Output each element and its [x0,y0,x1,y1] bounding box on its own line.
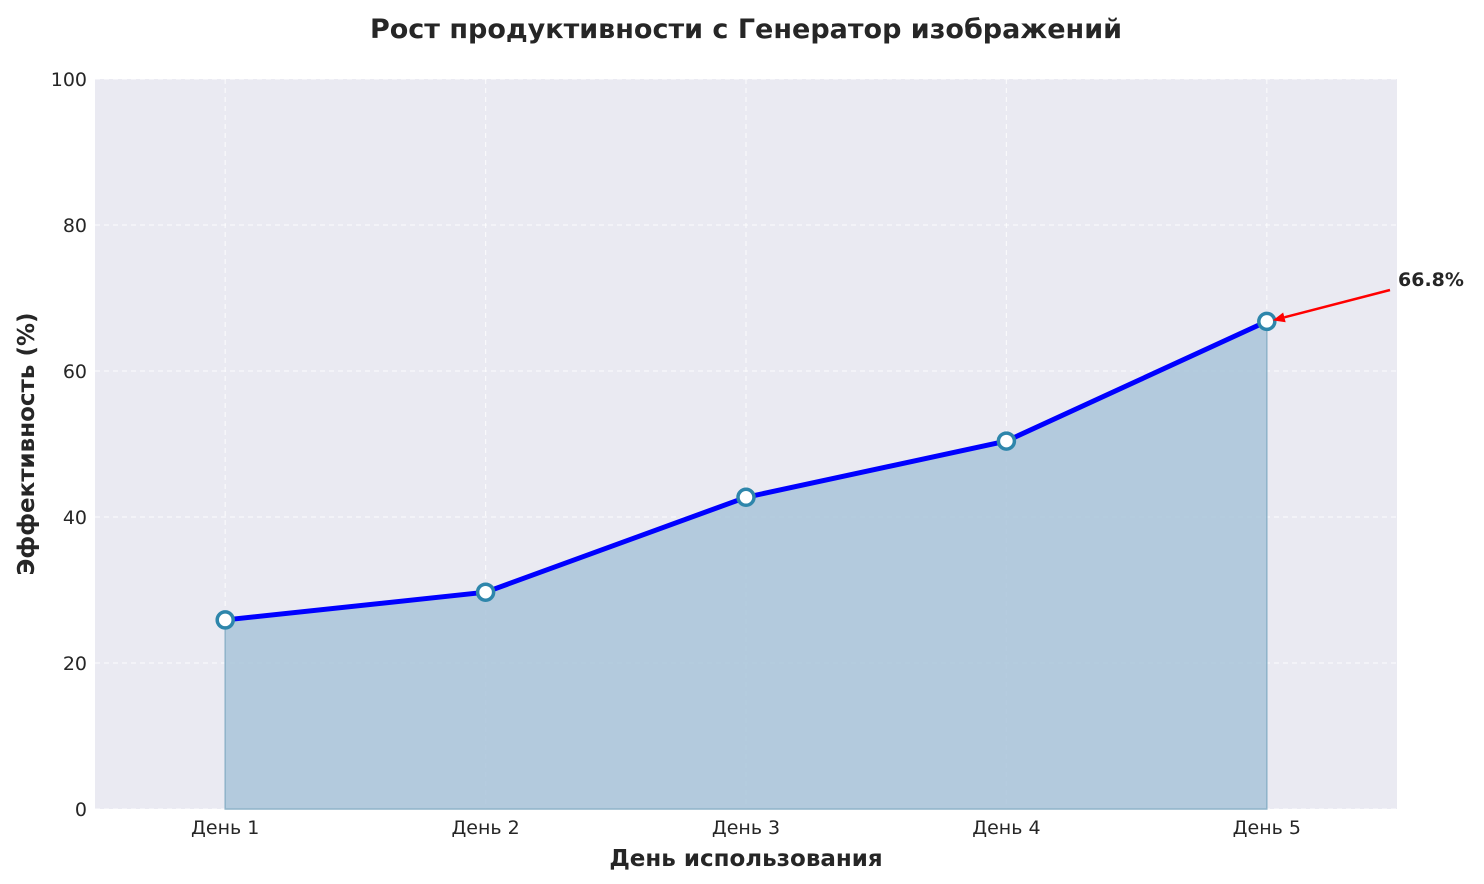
y-tick-label: 40 [63,507,87,529]
annotation-arrowhead [1272,312,1286,323]
y-tick-label: 80 [63,215,87,237]
y-tick-label: 100 [51,69,87,91]
y-ticks: 0 20 40 60 80 100 [51,69,87,821]
annotation-arrow [1284,288,1391,319]
markers [215,311,1277,630]
y-tick-label: 60 [63,361,87,383]
x-tick-label: День 2 [451,817,519,839]
y-tick-label: 20 [63,653,87,675]
x-tick-label: День 4 [972,817,1040,839]
x-tick-label: День 1 [191,817,259,839]
data-point [996,431,1017,451]
y-axis-label: Эффективность (%) [14,312,40,575]
x-tick-label: День 3 [712,817,780,839]
data-point [475,582,496,602]
data-point [1257,311,1277,332]
x-tick-label: День 5 [1233,817,1301,839]
annotation: 66.8% [1272,269,1464,323]
chart-title: Рост продуктивности с Генератор изображе… [370,14,1122,45]
annotation-label: 66.8% [1398,269,1464,291]
data-point [215,610,235,630]
x-ticks: День 1 День 2 День 3 День 4 День 5 [191,817,1301,839]
y-tick-label: 0 [75,799,87,821]
x-axis-label: День использования [609,846,882,872]
data-point [736,487,756,508]
